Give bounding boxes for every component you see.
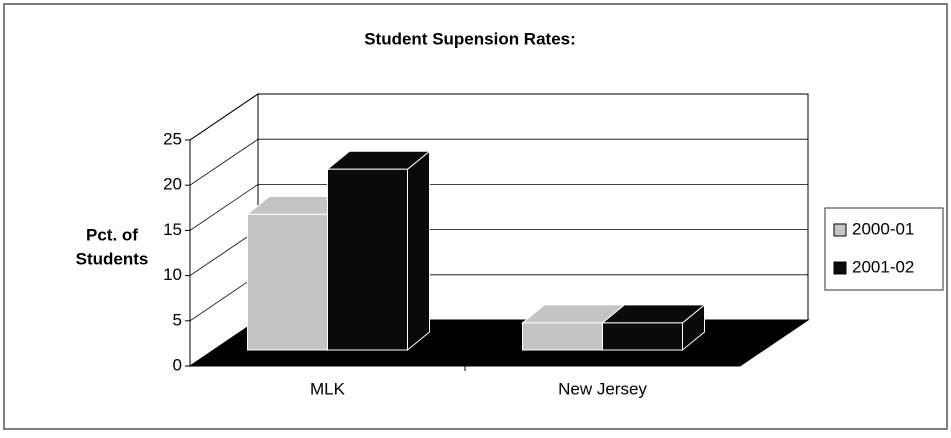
bar (602, 322, 683, 351)
grid-line (189, 138, 259, 186)
bar-side (407, 150, 430, 352)
legend-swatch (833, 261, 847, 275)
grid-line (189, 274, 259, 322)
y-tick-label: 15 (163, 220, 182, 239)
bar (522, 322, 603, 351)
x-tick-label: New Jersey (558, 379, 647, 398)
grid-line (189, 184, 259, 231)
x-tick-label: MLK (310, 379, 346, 398)
legend-box (824, 207, 944, 291)
y-tick-label: 20 (163, 175, 182, 194)
y-axis-label-line: Pct. of (86, 225, 138, 244)
bar (247, 213, 328, 351)
grid-line (189, 229, 259, 276)
chart-title: Student Supension Rates: (364, 29, 576, 48)
y-axis-label-line: Students (76, 249, 149, 268)
legend-label: 2001-02 (852, 257, 914, 276)
y-tick-label: 10 (163, 265, 182, 284)
y-tick-label: 25 (163, 129, 182, 148)
legend-swatch (833, 223, 847, 237)
y-tick-label: 5 (173, 310, 182, 329)
legend-label: 2000-01 (852, 219, 914, 238)
bar (327, 168, 408, 351)
grid-line (189, 93, 259, 141)
y-tick-label: 0 (173, 355, 182, 374)
